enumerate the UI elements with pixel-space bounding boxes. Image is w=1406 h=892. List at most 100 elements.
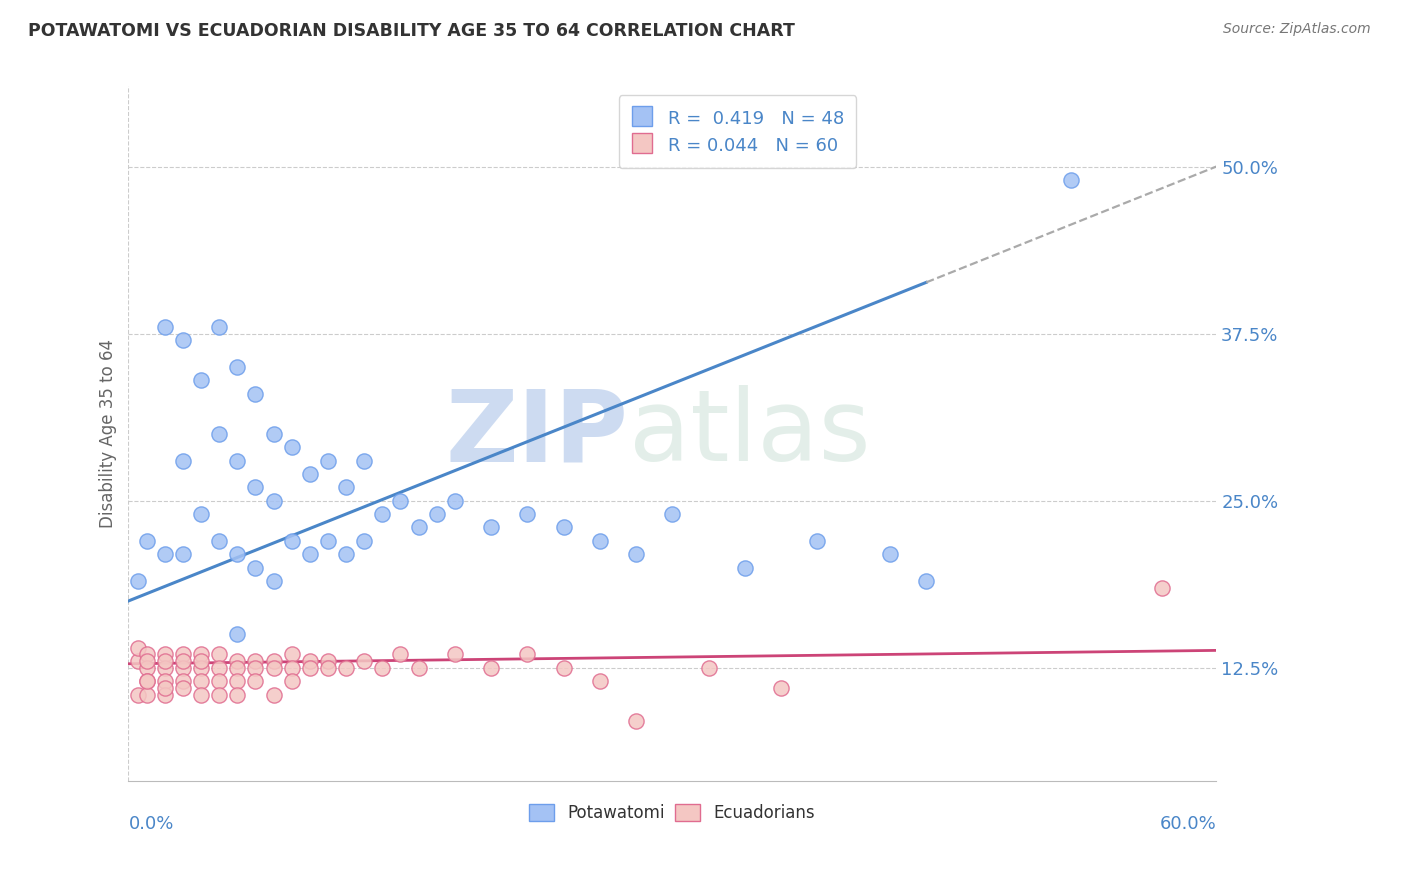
Text: 0.0%: 0.0% — [128, 814, 174, 833]
Point — [443, 648, 465, 662]
Point — [298, 654, 321, 668]
Point — [153, 654, 176, 668]
Point — [190, 661, 212, 675]
Point — [172, 674, 194, 689]
Point — [172, 661, 194, 675]
Point — [135, 674, 157, 689]
Point — [298, 661, 321, 675]
Point — [316, 654, 339, 668]
Point — [226, 627, 249, 641]
Point — [408, 661, 430, 675]
Point — [226, 359, 249, 374]
Point — [553, 520, 575, 534]
Point — [263, 574, 285, 588]
Point — [226, 688, 249, 702]
Point — [661, 507, 683, 521]
Point — [127, 688, 149, 702]
Point — [172, 648, 194, 662]
Point — [263, 688, 285, 702]
Text: atlas: atlas — [628, 385, 870, 483]
Point — [280, 674, 302, 689]
Point — [589, 533, 612, 548]
Text: Source: ZipAtlas.com: Source: ZipAtlas.com — [1223, 22, 1371, 37]
Point — [135, 661, 157, 675]
Point — [226, 661, 249, 675]
Point — [226, 453, 249, 467]
Point — [208, 533, 231, 548]
Point — [915, 574, 938, 588]
Point — [172, 453, 194, 467]
Point — [153, 648, 176, 662]
Point — [770, 681, 793, 695]
Point — [153, 681, 176, 695]
Point — [226, 674, 249, 689]
Point — [172, 547, 194, 561]
Point — [245, 386, 267, 401]
Point — [153, 661, 176, 675]
Point — [172, 681, 194, 695]
Point — [1150, 581, 1173, 595]
Point — [190, 688, 212, 702]
Point — [443, 493, 465, 508]
Text: ZIP: ZIP — [446, 385, 628, 483]
Point — [135, 674, 157, 689]
Point — [127, 640, 149, 655]
Point — [190, 507, 212, 521]
Point — [879, 547, 901, 561]
Point — [553, 661, 575, 675]
Point — [298, 547, 321, 561]
Point — [226, 547, 249, 561]
Point — [208, 648, 231, 662]
Point — [263, 654, 285, 668]
Point — [208, 674, 231, 689]
Point — [516, 648, 538, 662]
Point — [516, 507, 538, 521]
Point — [479, 520, 502, 534]
Point — [135, 654, 157, 668]
Point — [245, 674, 267, 689]
Point — [316, 453, 339, 467]
Point — [153, 547, 176, 561]
Point — [280, 648, 302, 662]
Point — [624, 547, 647, 561]
Point — [335, 480, 357, 494]
Point — [316, 533, 339, 548]
Point — [353, 654, 375, 668]
Point — [697, 661, 720, 675]
Point — [734, 560, 756, 574]
Point — [245, 560, 267, 574]
Point — [353, 453, 375, 467]
Point — [426, 507, 449, 521]
Point — [208, 320, 231, 334]
Point — [190, 654, 212, 668]
Point — [127, 574, 149, 588]
Point — [153, 674, 176, 689]
Point — [624, 714, 647, 729]
Point — [280, 440, 302, 454]
Point — [389, 493, 412, 508]
Point — [245, 480, 267, 494]
Point — [245, 661, 267, 675]
Text: POTAWATOMI VS ECUADORIAN DISABILITY AGE 35 TO 64 CORRELATION CHART: POTAWATOMI VS ECUADORIAN DISABILITY AGE … — [28, 22, 794, 40]
Point — [280, 533, 302, 548]
Point — [127, 654, 149, 668]
Point — [208, 688, 231, 702]
Point — [263, 426, 285, 441]
Point — [263, 493, 285, 508]
Point — [208, 426, 231, 441]
Point — [153, 688, 176, 702]
Point — [316, 661, 339, 675]
Point — [408, 520, 430, 534]
Legend: Potawatomi, Ecuadorians: Potawatomi, Ecuadorians — [523, 797, 823, 829]
Text: 60.0%: 60.0% — [1160, 814, 1216, 833]
Point — [335, 661, 357, 675]
Point — [479, 661, 502, 675]
Point — [190, 674, 212, 689]
Point — [172, 334, 194, 348]
Point — [1060, 173, 1083, 187]
Point — [280, 661, 302, 675]
Point — [190, 373, 212, 387]
Point — [335, 547, 357, 561]
Point — [589, 674, 612, 689]
Point — [135, 648, 157, 662]
